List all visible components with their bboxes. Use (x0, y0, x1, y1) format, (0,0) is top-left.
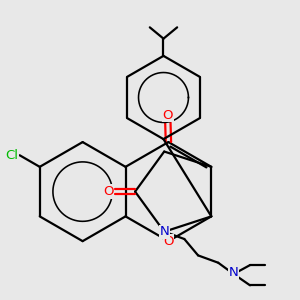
Text: N: N (229, 266, 238, 279)
Text: N: N (159, 225, 169, 238)
Text: O: O (163, 235, 174, 248)
Text: O: O (103, 185, 114, 198)
Text: Cl: Cl (5, 149, 18, 162)
Text: O: O (163, 109, 173, 122)
